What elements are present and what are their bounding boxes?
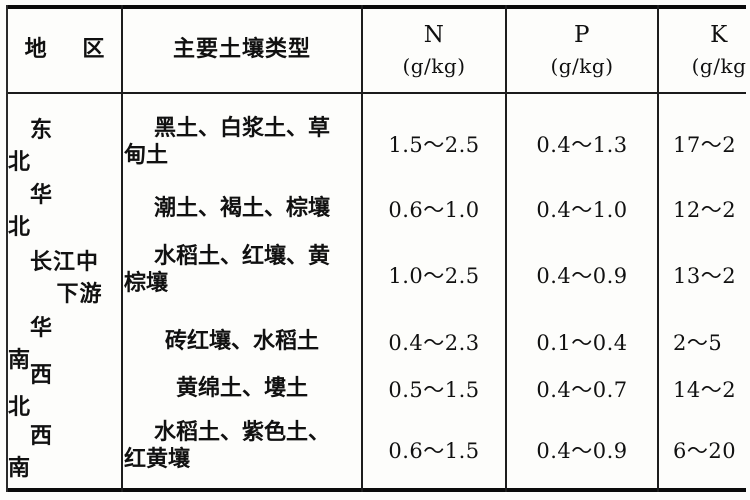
column-divider-region-soil — [121, 5, 123, 492]
row-soil-line1: 水稻土、红壤、黄 — [153, 244, 330, 269]
row-nitrogen-cell: 0.6～1.0 — [388, 198, 480, 222]
row-soil-cell: 黑土、白浆土、草 甸土 — [123, 102, 361, 186]
row-potassium-cell: 13～2 — [673, 264, 737, 288]
column-header-soil-type: 主要土壤类型 — [123, 9, 361, 92]
row-region-cell: 西 北 — [8, 363, 75, 420]
row-soil-line2: 红黄壤 — [124, 446, 191, 472]
column-header-phosphorus-symbol: P — [574, 21, 590, 48]
row-phosphorus-cell: 0.4～0.9 — [536, 264, 628, 288]
row-potassium-cell: 17～2 — [673, 133, 737, 157]
column-header-nitrogen-symbol: N — [423, 21, 445, 48]
row-nitrogen-cell: 0.6～1.5 — [388, 439, 480, 463]
row-soil-line1: 黑土、白浆土、草 — [153, 116, 330, 141]
column-header-potassium-symbol: K — [710, 21, 728, 48]
table-row: 东 北 黑土、白浆土、草 甸土 1.5～2.5 0.4～1.3 17～2 — [0, 102, 750, 186]
table-row: 西 南 水稻土、紫色土、 红黄壤 0.6～1.5 0.4～0.9 6～20 — [0, 412, 750, 488]
row-soil-cell: 水稻土、红壤、黄 棕壤 — [123, 232, 361, 318]
row-region-line2: 下游 — [56, 282, 103, 307]
row-soil-cell: 黄绵土、塿土 — [175, 375, 308, 401]
row-nitrogen-cell: 0.4～2.3 — [388, 331, 480, 355]
column-header-nitrogen: N (g/kg) — [363, 9, 505, 92]
row-potassium-cell: 6～20 — [673, 439, 737, 463]
column-header-potassium: K (g/kg — [659, 9, 750, 92]
column-header-nitrogen-unit: (g/kg) — [402, 54, 466, 79]
row-region-line1: 长江中 — [29, 250, 99, 275]
row-region-cell: 东 北 — [8, 118, 75, 175]
row-soil-cell: 水稻土、紫色土、 红黄壤 — [123, 412, 361, 488]
row-soil-cell: 潮土、褐土、棕壤 — [153, 195, 330, 221]
row-potassium-cell: 12～2 — [673, 198, 737, 222]
table-row: 华 北 潮土、褐土、棕壤 0.6～1.0 0.4～1.0 12～2 — [0, 183, 750, 240]
row-phosphorus-cell: 0.4～1.0 — [536, 198, 628, 222]
row-nitrogen-cell: 1.0～2.5 — [388, 264, 480, 288]
column-divider-p-k — [657, 5, 659, 492]
row-nitrogen-cell: 0.5～1.5 — [388, 378, 480, 402]
row-phosphorus-cell: 0.4～0.7 — [536, 378, 628, 402]
column-divider-n-p — [505, 5, 507, 492]
column-header-region: 地 区 — [8, 9, 121, 92]
row-potassium-cell: 14～2 — [673, 378, 737, 402]
row-phosphorus-cell: 0.1～0.4 — [536, 331, 628, 355]
column-header-region-label: 地 区 — [24, 37, 119, 63]
soil-nutrient-table: 地 区 主要土壤类型 N (g/kg) P (g/kg) K (g/kg 东 北… — [0, 5, 750, 492]
table-bottom-border — [6, 488, 746, 492]
row-region-cell: 长江中 下游 — [8, 232, 121, 318]
row-soil-line2: 棕壤 — [124, 270, 169, 296]
column-header-soil-type-label: 主要土壤类型 — [172, 37, 311, 63]
row-region-cell: 西 南 — [8, 424, 75, 481]
row-soil-line2: 甸土 — [124, 142, 169, 168]
table-body: 东 北 黑土、白浆土、草 甸土 1.5～2.5 0.4～1.3 17～2 华 北… — [0, 94, 750, 488]
column-divider-soil-n — [361, 5, 363, 492]
row-nitrogen-cell: 1.5～2.5 — [388, 133, 480, 157]
row-soil-line1: 水稻土、紫色土、 — [153, 420, 330, 445]
row-soil-cell: 砖红壤、水稻土 — [164, 328, 319, 354]
row-region-cell: 华 北 — [8, 183, 75, 240]
row-phosphorus-cell: 0.4～0.9 — [536, 439, 628, 463]
header-separator-rule — [6, 92, 746, 94]
row-potassium-cell: 2～5 — [673, 331, 723, 355]
column-header-phosphorus-unit: (g/kg) — [550, 54, 614, 79]
table-top-border — [6, 5, 746, 9]
table-left-border — [6, 5, 8, 492]
table-row: 西 北 黄绵土、塿土 0.5～1.5 0.4～0.7 14～2 — [0, 363, 750, 420]
column-header-potassium-unit: (g/kg — [691, 54, 747, 79]
column-header-phosphorus: P (g/kg) — [507, 9, 657, 92]
table-row: 长江中 下游 水稻土、红壤、黄 棕壤 1.0～2.5 0.4～0.9 13～2 — [0, 232, 750, 318]
row-phosphorus-cell: 0.4～1.3 — [536, 133, 628, 157]
